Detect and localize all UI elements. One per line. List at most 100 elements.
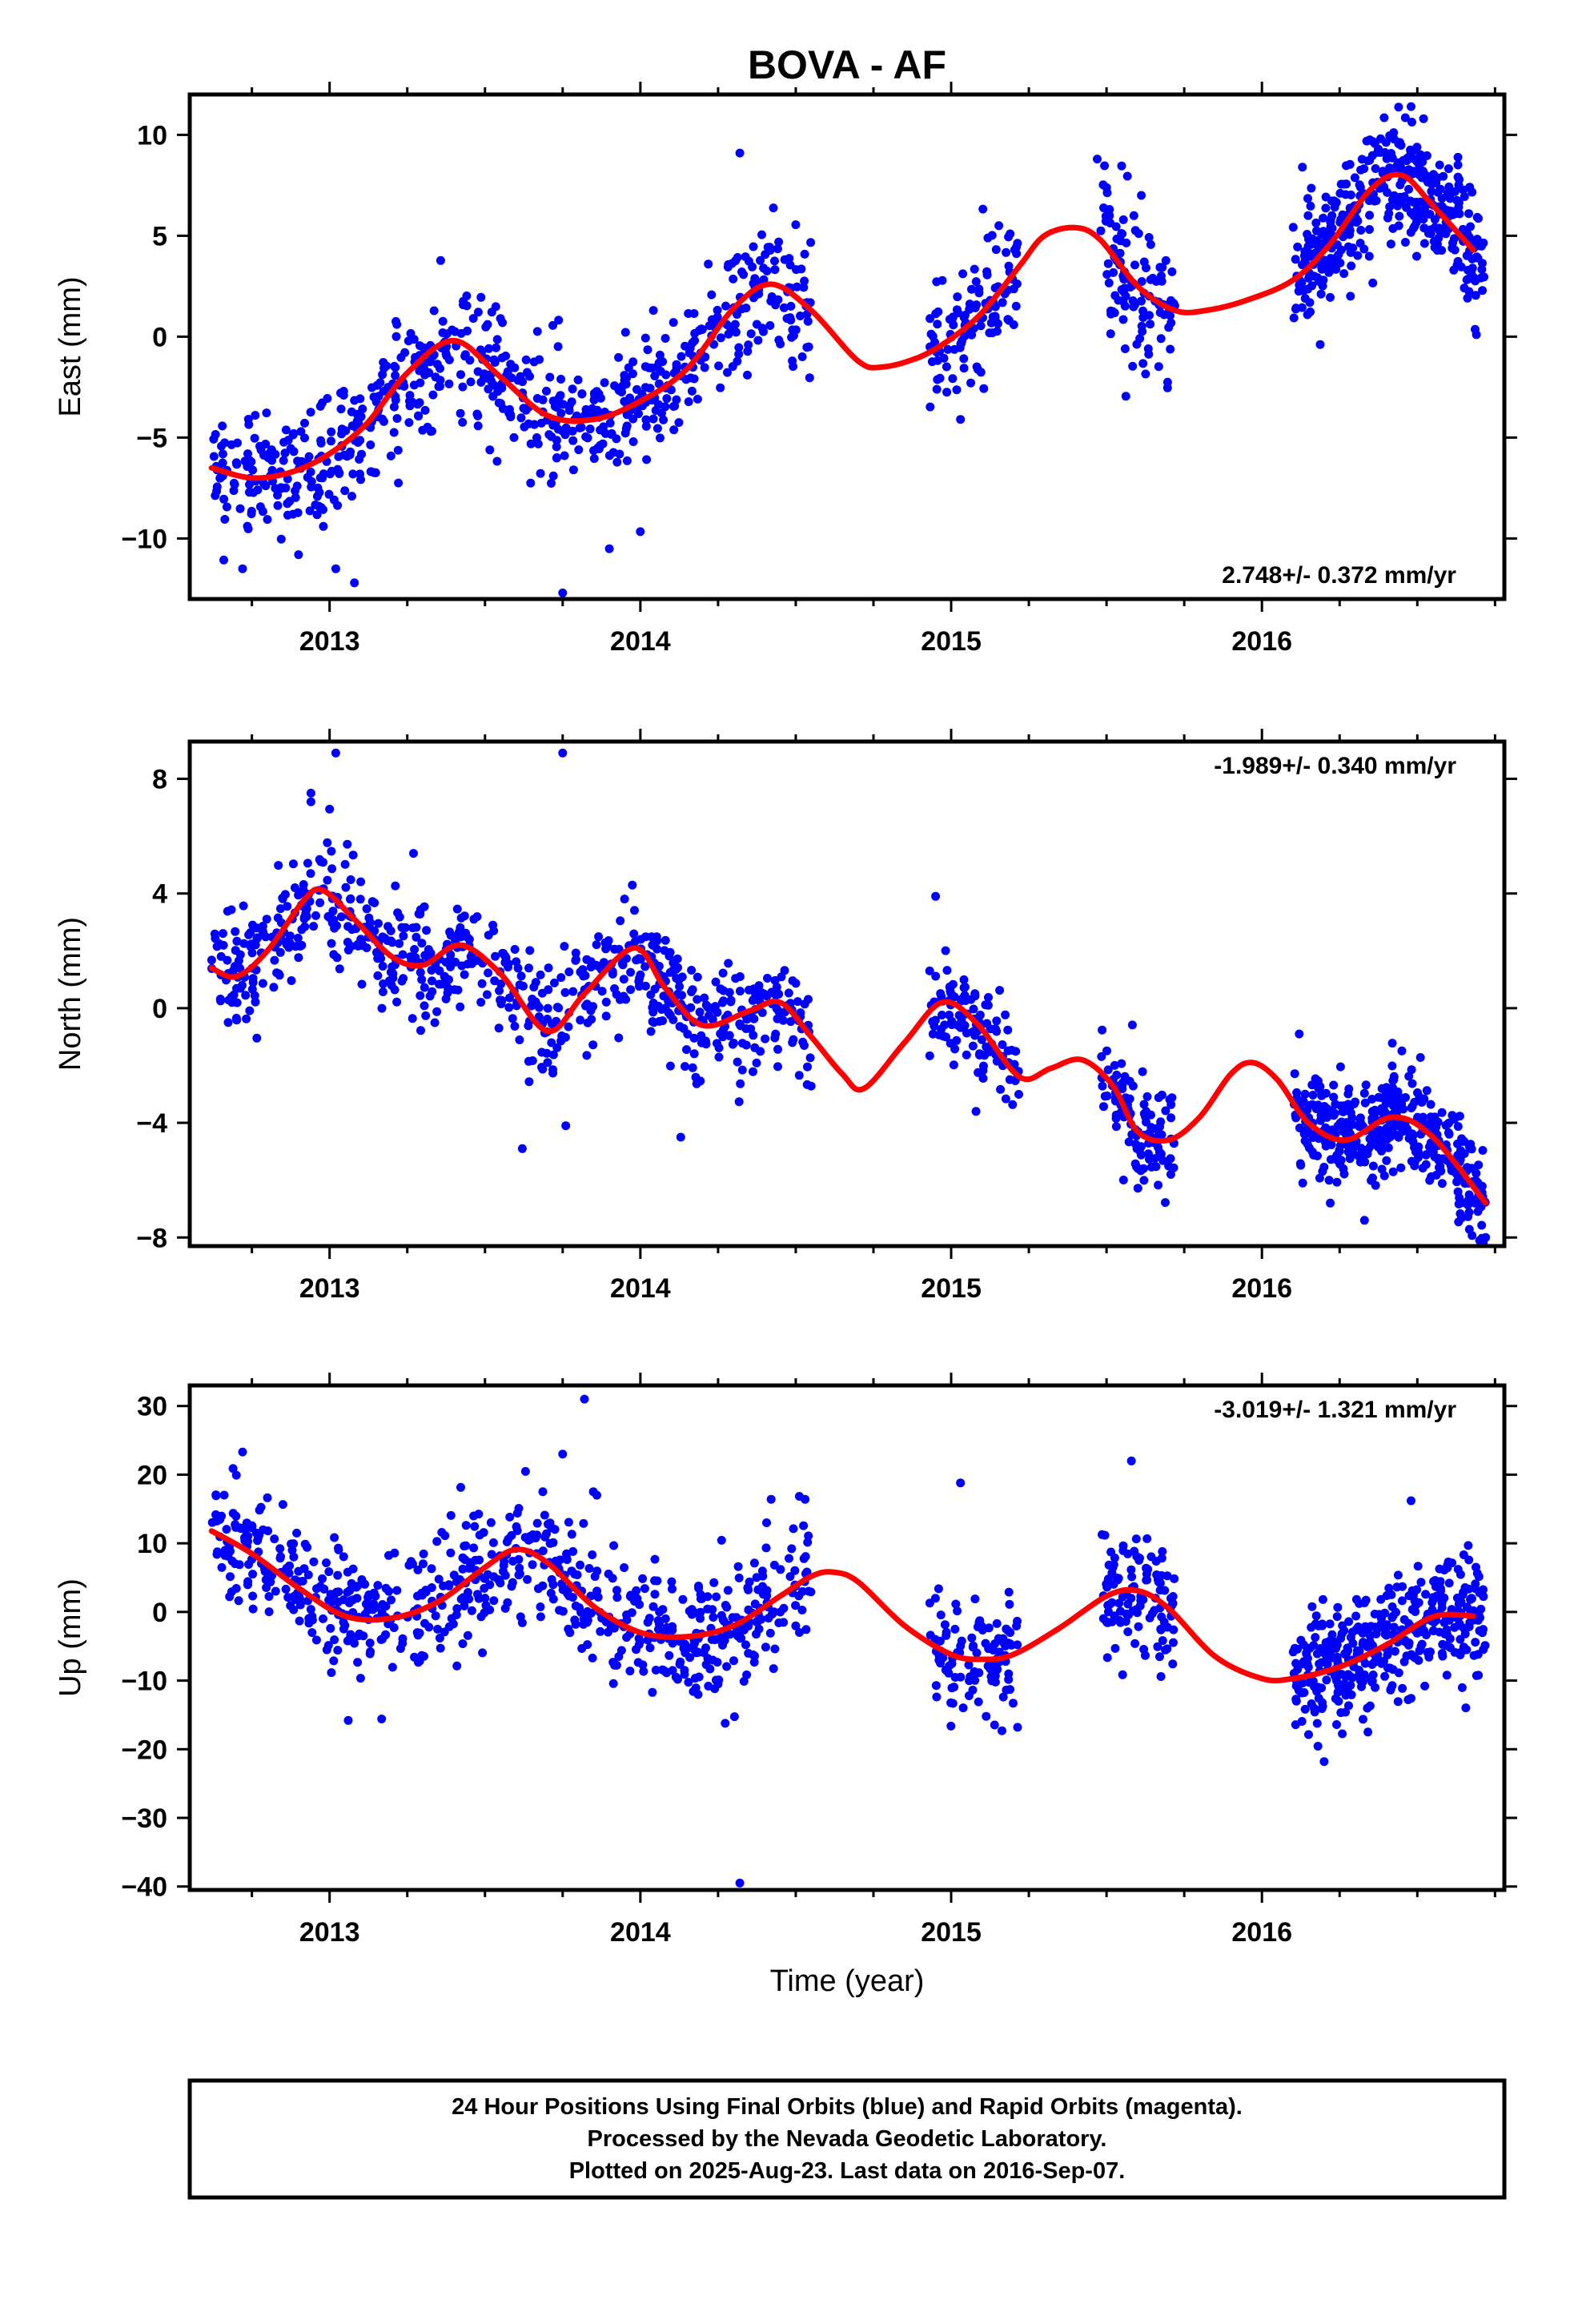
- north-data-point: [724, 959, 733, 968]
- up-data-point: [1311, 1611, 1321, 1621]
- up-data-point: [339, 1618, 348, 1627]
- up-data-point: [575, 1603, 584, 1612]
- north-data-point: [1361, 1080, 1371, 1090]
- north-data-point: [416, 909, 425, 919]
- up-data-point: [1169, 1638, 1178, 1647]
- east-data-point: [1415, 169, 1425, 178]
- north-data-point: [426, 948, 436, 958]
- east-data-point: [291, 493, 300, 502]
- north-data-point: [450, 985, 460, 995]
- east-data-point: [487, 376, 496, 386]
- up-data-point: [1333, 1687, 1343, 1697]
- east-data-point: [1418, 157, 1427, 167]
- north-data-point: [383, 922, 393, 931]
- north-data-point: [441, 979, 451, 989]
- north-data-point: [962, 1050, 971, 1059]
- north-data-point: [632, 955, 641, 965]
- east-data-point: [473, 411, 483, 420]
- up-data-point: [1288, 1647, 1298, 1657]
- east-data-point: [366, 467, 375, 476]
- up-data-point: [722, 1662, 732, 1671]
- up-data-point: [1298, 1679, 1307, 1687]
- north-data-point: [341, 883, 351, 892]
- north-data-point: [665, 951, 674, 961]
- north-data-point: [619, 991, 628, 1001]
- up-data-point: [579, 1614, 588, 1624]
- up-data-point: [721, 1719, 730, 1728]
- up-data-point: [607, 1621, 616, 1630]
- north-data-point: [735, 987, 745, 996]
- up-data-point: [946, 1721, 956, 1731]
- east-data-point: [666, 385, 676, 395]
- east-data-point: [294, 550, 303, 560]
- up-data-point: [590, 1572, 600, 1582]
- east-data-point: [628, 414, 638, 424]
- north-data-point: [741, 1040, 751, 1050]
- east-data-point: [271, 449, 280, 459]
- up-data-point: [548, 1538, 558, 1547]
- east-data-point: [1407, 118, 1416, 127]
- east-data-point: [761, 250, 770, 259]
- north-data-point: [587, 1015, 596, 1024]
- up-y-tick-label: −10: [121, 1667, 167, 1697]
- up-data-point: [353, 1582, 362, 1591]
- up-data-point: [684, 1678, 693, 1687]
- north-data-point: [273, 913, 283, 923]
- east-data-point: [971, 277, 981, 287]
- east-data-point: [480, 369, 489, 379]
- up-data-point: [1479, 1585, 1488, 1594]
- up-data-point: [1399, 1657, 1409, 1667]
- up-data-point: [440, 1531, 450, 1541]
- east-data-point: [1426, 229, 1435, 239]
- north-data-point: [700, 993, 709, 1003]
- up-data-point: [330, 1635, 339, 1645]
- north-data-point: [258, 922, 267, 931]
- north-data-point: [547, 1038, 556, 1047]
- up-data-point: [650, 1576, 660, 1586]
- up-data-point: [1331, 1642, 1339, 1651]
- up-data-point: [936, 1610, 946, 1620]
- north-data-point: [564, 967, 574, 977]
- up-data-point: [1170, 1574, 1179, 1583]
- north-data-point: [1161, 1198, 1170, 1208]
- up-data-point: [1103, 1574, 1113, 1584]
- up-data-point: [970, 1669, 980, 1679]
- up-data-point: [612, 1660, 621, 1670]
- east-data-point: [1120, 344, 1130, 353]
- north-data-point: [1363, 1144, 1373, 1154]
- east-data-point: [1114, 296, 1123, 305]
- north-data-point: [958, 994, 967, 1003]
- north-data-point: [1427, 1172, 1436, 1181]
- up-data-point: [752, 1630, 761, 1639]
- east-data-point: [970, 264, 979, 274]
- up-data-point: [1377, 1614, 1386, 1623]
- north-data-point: [1419, 1094, 1429, 1104]
- up-data-point: [248, 1591, 258, 1601]
- east-data-point: [792, 265, 801, 275]
- east-data-point: [749, 242, 758, 251]
- east-data-point: [687, 386, 697, 396]
- east-data-point: [406, 328, 416, 338]
- up-y-tick-label: 20: [137, 1460, 167, 1490]
- up-data-point: [934, 1584, 943, 1594]
- up-data-point: [956, 1478, 966, 1488]
- north-data-point: [409, 849, 418, 858]
- north-data-point: [1329, 1080, 1339, 1090]
- north-data-point: [1110, 1060, 1119, 1070]
- east-data-point: [1368, 137, 1378, 147]
- east-data-point: [1355, 180, 1364, 190]
- north-data-point: [287, 976, 296, 985]
- east-data-point: [476, 377, 486, 387]
- east-data-point: [1368, 278, 1378, 287]
- up-data-point: [668, 1584, 677, 1594]
- up-data-point: [586, 1591, 596, 1601]
- up-data-point: [512, 1522, 521, 1531]
- north-data-point: [460, 970, 469, 979]
- north-data-point: [586, 963, 596, 972]
- east-data-point: [959, 354, 969, 364]
- east-data-point: [648, 414, 658, 424]
- up-data-point: [1162, 1644, 1172, 1654]
- north-data-point: [1478, 1146, 1488, 1155]
- east-data-point: [1306, 201, 1315, 211]
- east-data-point: [707, 290, 717, 300]
